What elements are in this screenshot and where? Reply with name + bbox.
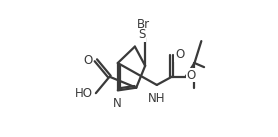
Text: O: O — [175, 48, 184, 61]
Text: Br: Br — [137, 18, 150, 31]
Text: O: O — [83, 54, 92, 67]
Text: NH: NH — [148, 92, 166, 105]
Text: N: N — [113, 97, 121, 110]
Text: O: O — [186, 69, 195, 82]
Text: S: S — [138, 28, 146, 41]
Text: HO: HO — [75, 87, 92, 100]
